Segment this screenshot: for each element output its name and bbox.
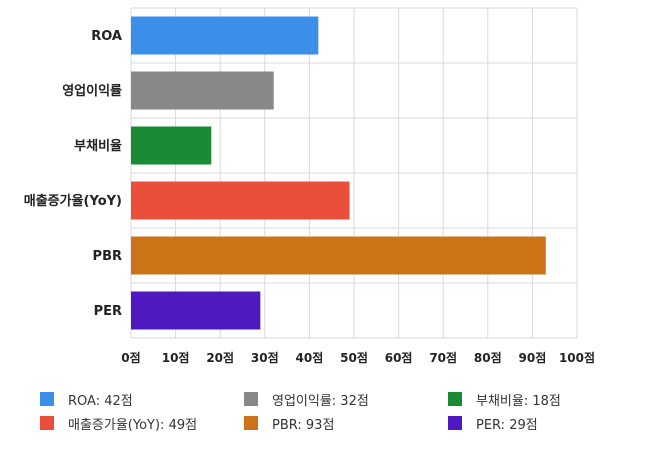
legend-label: PER: 29점 <box>476 417 538 433</box>
legend-swatch <box>40 416 54 430</box>
x-tick-label: 100점 <box>559 350 595 365</box>
x-tick-label: 80점 <box>474 350 502 365</box>
bar <box>131 181 350 220</box>
x-tick-label: 20점 <box>206 350 234 365</box>
bar <box>131 236 546 275</box>
x-tick-label: 10점 <box>162 350 190 365</box>
x-tick-label: 90점 <box>519 350 547 365</box>
legend-swatch <box>40 392 54 406</box>
legend-label: 부채비율: 18점 <box>476 393 561 409</box>
category-label: PBR <box>93 249 122 264</box>
x-tick-label: 70점 <box>429 350 457 365</box>
legend-item: 영업이익률: 32점 <box>244 390 448 409</box>
category-label: 부채비율 <box>74 138 122 154</box>
grid-lines <box>130 7 578 339</box>
category-label: ROA <box>91 29 122 44</box>
legend-swatch <box>244 416 258 430</box>
x-axis-ticks: 0점 10점 20점 30점 40점 50점 60점 70점 80점 90점 100점 <box>121 350 595 365</box>
bars <box>131 16 546 330</box>
x-tick-label: 40점 <box>296 350 324 365</box>
legend-label: 영업이익률: 32점 <box>272 393 369 409</box>
category-label: PER <box>94 304 122 319</box>
legend-item: 매출증가율(YoY): 49점 <box>40 414 244 433</box>
legend-item: ROA: 42점 <box>40 390 244 409</box>
legend-swatch <box>244 392 258 406</box>
category-label: 매출증가율(YoY) <box>24 193 122 209</box>
bar <box>131 126 212 165</box>
legend-item: PBR: 93점 <box>244 414 448 433</box>
x-tick-label: 0점 <box>121 350 140 365</box>
legend-label: 매출증가율(YoY): 49점 <box>68 417 198 433</box>
legend-item: 부채비율: 18점 <box>448 390 630 409</box>
bar <box>131 71 274 110</box>
x-tick-label: 30점 <box>251 350 279 365</box>
bar <box>131 291 261 330</box>
legend-label: ROA: 42점 <box>68 393 133 409</box>
category-label: 영업이익률 <box>62 83 122 99</box>
x-tick-label: 60점 <box>385 350 413 365</box>
legend-swatch <box>448 416 462 430</box>
x-tick-label: 50점 <box>340 350 368 365</box>
legend-swatch <box>448 392 462 406</box>
legend-label: PBR: 93점 <box>272 417 335 433</box>
legend-item: PER: 29점 <box>448 414 630 433</box>
bar <box>131 16 319 55</box>
